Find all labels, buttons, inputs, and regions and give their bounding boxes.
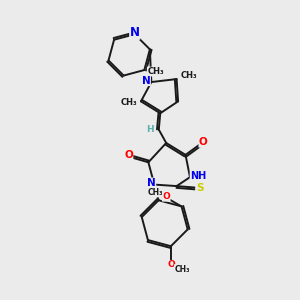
Text: O: O: [199, 137, 208, 147]
Text: O: O: [124, 150, 133, 160]
Text: CH₃: CH₃: [181, 71, 197, 80]
Text: N: N: [142, 76, 150, 85]
Text: O: O: [167, 260, 175, 269]
Text: H: H: [146, 125, 154, 134]
Text: NH: NH: [190, 171, 206, 181]
Text: N: N: [147, 178, 156, 188]
Text: N: N: [130, 26, 140, 39]
Text: CH₃: CH₃: [147, 67, 164, 76]
Text: CH₃: CH₃: [120, 98, 137, 107]
Text: CH₃: CH₃: [148, 188, 163, 197]
Text: O: O: [162, 192, 170, 201]
Text: CH₃: CH₃: [174, 265, 190, 274]
Text: S: S: [196, 183, 203, 193]
